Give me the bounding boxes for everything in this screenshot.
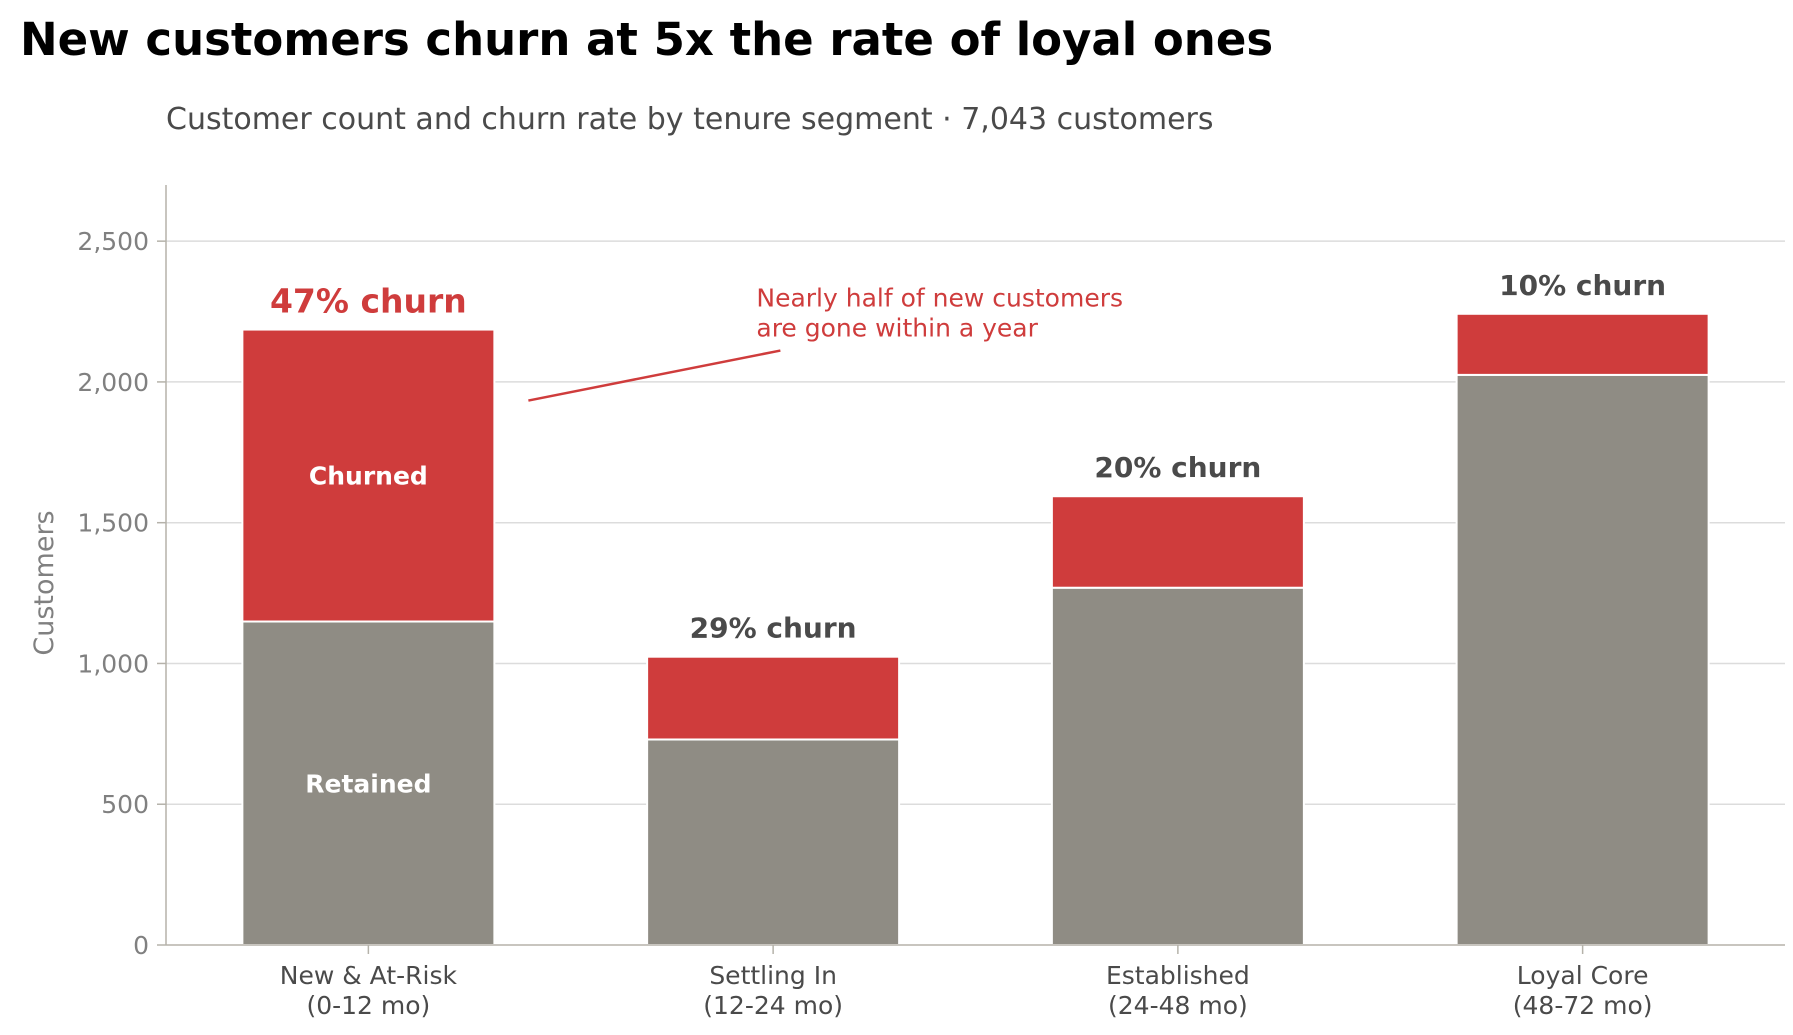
- in-bar-label-retained: Retained: [305, 769, 431, 798]
- x-tick-label-line: (12-24 mo): [703, 991, 843, 1020]
- x-tick-label-line: Established: [1106, 961, 1250, 990]
- bars: [241, 312, 1710, 947]
- x-tick-label: Settling In (12-24 mo): [703, 961, 843, 1020]
- in-bar-label-churned: Churned: [309, 462, 428, 491]
- annotation-text: Nearly half of new customers are gone wit…: [756, 284, 1123, 343]
- y-axis-label: Customers: [29, 510, 60, 655]
- x-tick-label-line: (0-12 mo): [306, 991, 430, 1020]
- x-tick-label: New & At-Risk (0-12 mo): [280, 961, 458, 1020]
- x-tick-label-line: Loyal Core: [1517, 961, 1649, 990]
- bar-labels: 47% churn Churned Retained 29% churn 20% chu…: [270, 269, 1666, 798]
- bar-churned: [241, 328, 496, 623]
- bar-retained: [1455, 373, 1710, 946]
- churn-rate-label: 10% churn: [1499, 269, 1666, 302]
- chart-title: New customers churn at 5x the rate of lo…: [20, 13, 1273, 66]
- y-tick-label: 1,000: [77, 649, 149, 678]
- annotation-leader: [528, 349, 781, 402]
- x-tick-label: Loyal Core (48-72 mo): [1513, 961, 1653, 1020]
- x-tick-label-line: (48-72 mo): [1513, 991, 1653, 1020]
- churn-rate-label: 20% churn: [1094, 451, 1261, 484]
- y-tick-label: 2,000: [77, 368, 149, 397]
- bar-churned: [1455, 312, 1710, 376]
- bar-retained: [646, 738, 901, 946]
- annotation-text-line: are gone within a year: [756, 314, 1038, 343]
- annotation-text-line: Nearly half of new customers: [756, 284, 1123, 313]
- x-tick-label-line: Settling In: [709, 961, 837, 990]
- bar-churned: [1050, 495, 1305, 589]
- y-tick-label: 1,500: [77, 509, 149, 538]
- y-tick-label: 500: [101, 790, 149, 819]
- y-tick-label: 2,500: [77, 227, 149, 256]
- bar-retained: [241, 620, 496, 947]
- x-tick-label: Established (24-48 mo): [1106, 961, 1250, 1020]
- y-tick-label: 0: [133, 931, 149, 960]
- axes: 0 500 1,000 1,500 2,000 2,500 New & At-Risk (0-…: [77, 185, 1785, 1020]
- churn-rate-label: 29% churn: [690, 612, 857, 645]
- bar-retained: [1050, 586, 1305, 947]
- churn-rate-label: 47% churn: [270, 282, 467, 321]
- x-tick-label-line: New & At-Risk: [280, 961, 458, 990]
- chart-subtitle: Customer count and churn rate by tenure …: [166, 102, 1214, 137]
- annotation: Nearly half of new customers are gone wit…: [528, 284, 1123, 402]
- bar-churned: [646, 655, 901, 741]
- x-tick-label-line: (24-48 mo): [1108, 991, 1248, 1020]
